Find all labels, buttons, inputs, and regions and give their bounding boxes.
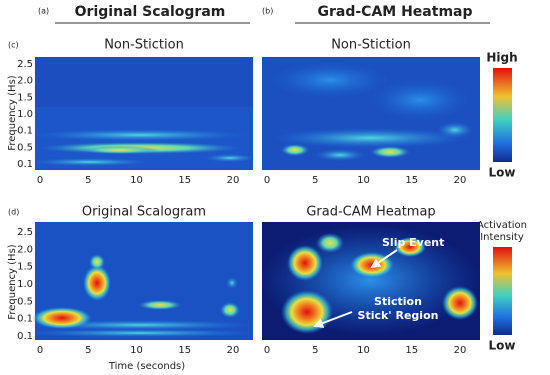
x-tick-label: 20	[227, 345, 240, 356]
x-tick-label: 10	[357, 345, 370, 356]
x-tick-label: 5	[312, 175, 318, 186]
y-axis-label: Frequency (Hs)	[7, 244, 18, 319]
heatmap	[30, 57, 255, 170]
annotation: Stiction	[374, 295, 422, 308]
y-tick-label: 1.0	[17, 109, 33, 120]
x-tick-label: 5	[85, 175, 91, 186]
annotations: Slip Event Stiction Stick' Region	[313, 236, 444, 328]
panel-label: (b)	[262, 7, 273, 16]
y-tick-label: 2.5	[17, 227, 33, 238]
colorbar-label: Low	[489, 339, 516, 353]
y-tick-label: 0.5	[17, 296, 33, 307]
header-title: Grad-CAM Heatmap	[318, 4, 473, 20]
colorbar-label: Intensity	[480, 232, 524, 243]
x-tick-label: 0	[264, 175, 270, 186]
colorbar-label: High	[486, 51, 517, 65]
x-tick-label: 20	[454, 345, 467, 356]
headers: (a) Original Scalogram (b) Grad-CAM Heat…	[38, 4, 490, 24]
x-tick-label: 15	[178, 175, 191, 186]
x-tick-label: 20	[227, 175, 240, 186]
y-axis-label: Frequency (Hs)	[7, 75, 18, 150]
x-tick-label: 5	[85, 345, 91, 356]
panel-label: (d)	[8, 208, 19, 217]
x-tick-label: 15	[178, 345, 191, 356]
annotation: Slip Event	[382, 236, 444, 249]
x-tick-label: 5	[312, 345, 318, 356]
colorbar-label: Activation	[477, 220, 527, 231]
y-tick-label: 0.5	[17, 142, 33, 153]
panel-title: Grad-CAM Heatmap	[306, 205, 435, 220]
x-tick-label: 20	[454, 175, 467, 186]
x-tick-label: 15	[405, 345, 418, 356]
header-title: Original Scalogram	[75, 4, 226, 20]
annotation: Stick' Region	[358, 309, 439, 322]
y-tick-label: 2.5	[17, 59, 33, 70]
panel-title: Non-Stiction	[104, 38, 184, 53]
colorbar	[493, 68, 512, 162]
heatmap	[262, 57, 480, 170]
y-tick-label: 1.5	[17, 262, 33, 273]
panel-title: Non-Stiction	[331, 38, 411, 53]
x-axis-label: Time (seconds)	[108, 361, 185, 372]
x-tick-label: 15	[405, 175, 418, 186]
heatmap	[260, 222, 480, 340]
x-tick-label: 10	[357, 175, 370, 186]
y-tick-label: 0.1	[17, 126, 33, 137]
y-tick-label: 1.0	[17, 279, 33, 290]
heatmap	[25, 222, 255, 340]
colorbar-label: Low	[489, 166, 516, 180]
x-tick-label: 10	[130, 345, 143, 356]
y-tick-label: 1.5	[17, 92, 33, 103]
panel-label: (c)	[8, 41, 19, 50]
y-tick-label: 0.1	[17, 159, 33, 170]
arrow	[370, 249, 398, 269]
y-tick-label: 0.1	[17, 331, 33, 342]
x-tick-label: 0	[37, 345, 43, 356]
y-tick-label: 2.0	[17, 244, 33, 255]
x-tick-label: 10	[130, 175, 143, 186]
arrow	[313, 311, 353, 328]
panel-title: Original Scalogram	[82, 205, 206, 220]
colorbar	[493, 247, 512, 335]
panel-label: (a)	[38, 7, 49, 16]
x-tick-label: 0	[37, 175, 43, 186]
y-tick-label: 0.1	[17, 314, 33, 325]
x-tick-label: 0	[264, 345, 270, 356]
y-tick-label: 2.0	[17, 76, 33, 87]
